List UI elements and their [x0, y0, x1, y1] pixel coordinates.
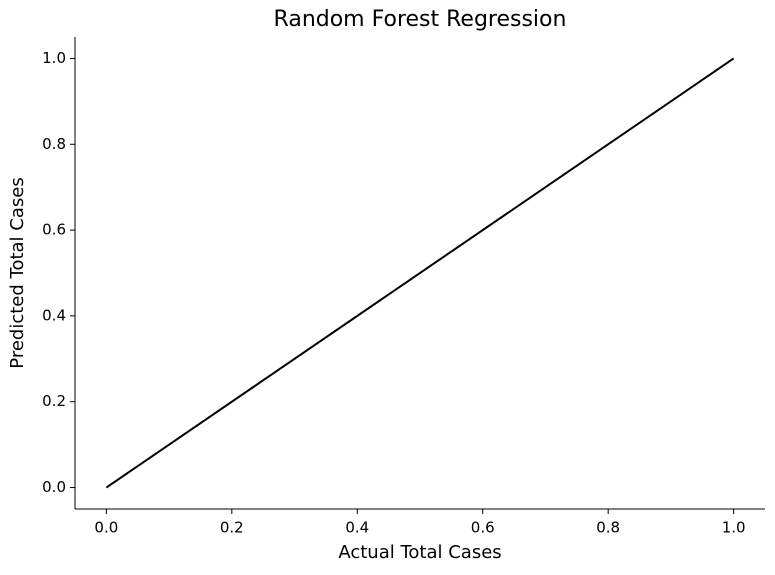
x-tick-label: 0.2	[220, 519, 244, 537]
x-tick-label: 0.8	[596, 519, 620, 537]
x-tick-label: 0.0	[94, 519, 118, 537]
line	[105, 57, 735, 489]
y-tick-label: 0.0	[42, 478, 66, 496]
x-tick-label: 0.4	[345, 519, 369, 537]
x-tick-label: 1.0	[722, 519, 746, 537]
chart-title: Random Forest Regression	[274, 7, 567, 32]
y-tick-label: 0.2	[42, 392, 66, 410]
x-tick-label: 0.6	[471, 519, 495, 537]
y-tick-label: 0.6	[42, 221, 66, 239]
x-axis-label: Actual Total Cases	[338, 542, 501, 563]
y-tick-label: 0.4	[42, 306, 66, 324]
y-tick-label: 0.8	[42, 135, 66, 153]
y-tick-label: 1.0	[42, 49, 66, 67]
y-axis-label: Predicted Total Cases	[7, 177, 28, 368]
